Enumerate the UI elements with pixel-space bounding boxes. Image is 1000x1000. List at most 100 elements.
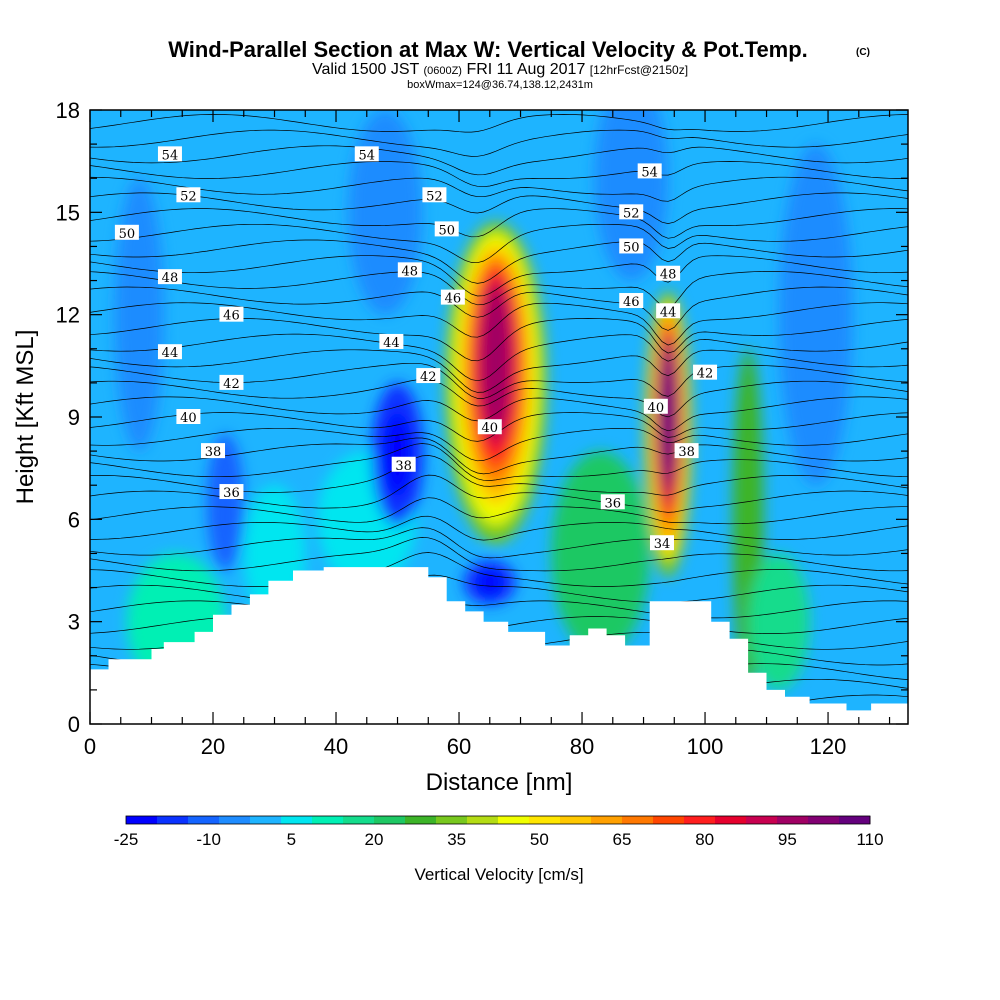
isentrope-label-box <box>619 204 644 220</box>
isentrope-label-text: 50 <box>623 240 640 255</box>
isentrope-label: 46 <box>440 289 465 307</box>
isentrope-label-text: 54 <box>162 148 179 163</box>
isentrope-line <box>90 239 908 284</box>
x-tick-label: 60 <box>447 734 471 759</box>
isentrope-label-box <box>397 262 422 278</box>
colorbar-label: Vertical Velocity [cm/s] <box>414 865 583 884</box>
isentrope-label: 42 <box>693 364 718 382</box>
isentrope-label: 38 <box>391 456 416 474</box>
isentrope-label-text: 54 <box>358 148 375 163</box>
velocity-region-8 <box>748 553 810 690</box>
box-wmax-note: boxWmax=124@36.74,138.12,2431m <box>407 79 593 91</box>
isentrope-label: 34 <box>649 535 674 552</box>
colorbar-tick-label: 35 <box>447 830 466 849</box>
colorbar-swatch <box>498 816 530 824</box>
colorbar-tick-label: -10 <box>196 830 221 849</box>
isentrope-label: 38 <box>674 443 699 460</box>
isentrope-line <box>90 427 908 462</box>
colorbar-swatch <box>684 816 716 824</box>
y-tick-label: 12 <box>56 303 80 328</box>
isentrope-label: 48 <box>397 262 422 279</box>
isentrope-label: 40 <box>477 419 502 436</box>
downdraft-core-1 <box>475 569 504 596</box>
isentrope-label: 52 <box>176 187 201 204</box>
isentrope-label-box <box>619 293 644 309</box>
isentrope-label: 52 <box>422 187 447 204</box>
valid-prefix: Valid 1500 JST <box>312 61 420 78</box>
x-tick-label: 40 <box>324 734 348 759</box>
colorbar-swatch <box>188 816 220 824</box>
valid-utc: (0600Z) <box>423 65 462 77</box>
isentrope-label-text: 50 <box>119 227 136 242</box>
y-tick-label: 18 <box>56 98 80 123</box>
isentrope-label: 46 <box>619 293 644 310</box>
x-tick-label: 100 <box>687 734 724 759</box>
isentrope-label: 42 <box>416 368 441 385</box>
colorbar-frame <box>125 815 871 825</box>
isentrope-label-box <box>440 289 465 305</box>
isentrope-label-text: 52 <box>426 189 443 204</box>
velocity-region-3 <box>206 434 244 571</box>
velocity-region-2 <box>594 110 669 281</box>
y-tick-label: 6 <box>68 507 80 532</box>
isentrope-label-text: 34 <box>654 537 671 552</box>
x-tick-label: 80 <box>570 734 594 759</box>
isentrope-label-text: 46 <box>445 292 462 307</box>
isentrope-label-box <box>219 374 244 390</box>
isentrope-label-text: 54 <box>641 165 658 180</box>
isentrope-label: 36 <box>600 494 625 511</box>
isentrope-label-text: 44 <box>162 346 179 361</box>
isentrope-line <box>90 161 908 188</box>
isentrope-line <box>90 145 908 176</box>
isentrope-label-text: 42 <box>420 370 437 385</box>
isentrope-label-box <box>176 187 201 203</box>
isentrope-label-text: 40 <box>648 401 665 416</box>
colorbar-swatch <box>436 816 468 824</box>
copyright-mark: (C) <box>856 47 870 58</box>
isentrope-label: 54 <box>354 146 379 163</box>
isentrope-line <box>90 255 908 297</box>
title-block: Wind-Parallel Section at Max W: Vertical… <box>168 37 870 91</box>
colorbar-swatch <box>405 816 437 824</box>
isentrope-label: 54 <box>637 163 662 180</box>
colorbar-swatch <box>157 816 189 824</box>
isentrope-line <box>90 286 908 331</box>
isentrope-label-box <box>693 364 718 380</box>
isentrope-line <box>90 437 908 475</box>
y-axis-label: Height [Kft MSL] <box>12 330 39 505</box>
colorbar: -25 -10 5 20 35 50 65 80 95 110 <box>114 815 884 849</box>
isentrope-label: 44 <box>379 333 404 351</box>
updraft-1-level-6 <box>661 352 675 475</box>
y-tick-label: 0 <box>68 712 80 737</box>
y-tick-label: 9 <box>68 405 80 430</box>
colorbar-swatch <box>839 816 871 824</box>
isentrope-label: 50 <box>434 221 459 238</box>
isentrope-label-text: 52 <box>623 206 640 221</box>
isentrope-label-box <box>201 443 226 459</box>
isentrope-line <box>90 271 908 308</box>
isentrope-label-box <box>219 484 244 500</box>
colorbar-swatch <box>746 816 778 824</box>
colorbar-tick-label: 20 <box>365 830 384 849</box>
isentrope-line <box>90 396 908 432</box>
isentrope-line <box>90 223 908 264</box>
colorbar-swatch <box>715 816 747 824</box>
isentrope-label: 48 <box>656 265 681 283</box>
isentrope-label-box <box>391 456 416 472</box>
colorbar-swatch <box>343 816 375 824</box>
updraft-0-level-6 <box>482 289 510 428</box>
isentrope-label: 44 <box>157 344 182 361</box>
isentrope-label-text: 44 <box>660 305 677 320</box>
isentrope-label-box <box>354 146 379 162</box>
isentrope-line <box>90 379 908 418</box>
x-tick-label: 20 <box>201 734 225 759</box>
isentrope-line <box>90 497 908 525</box>
x-tick-label: 0 <box>84 734 96 759</box>
isentrope-label: 42 <box>219 374 244 392</box>
isentrope-label-text: 48 <box>402 264 419 279</box>
isentrope-label-box <box>114 224 139 240</box>
isentrope-label: 40 <box>643 398 668 416</box>
colorbar-tick-label: 65 <box>613 830 632 849</box>
